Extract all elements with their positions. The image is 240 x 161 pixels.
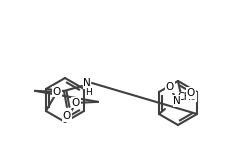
- Text: O: O: [187, 88, 195, 98]
- Text: N: N: [83, 78, 91, 88]
- Text: O: O: [72, 98, 80, 108]
- Text: O: O: [63, 111, 71, 121]
- Text: O: O: [166, 82, 174, 92]
- Text: H: H: [86, 87, 92, 96]
- Text: O: O: [53, 87, 61, 97]
- Text: N: N: [173, 96, 181, 106]
- Text: CH₃: CH₃: [178, 92, 196, 102]
